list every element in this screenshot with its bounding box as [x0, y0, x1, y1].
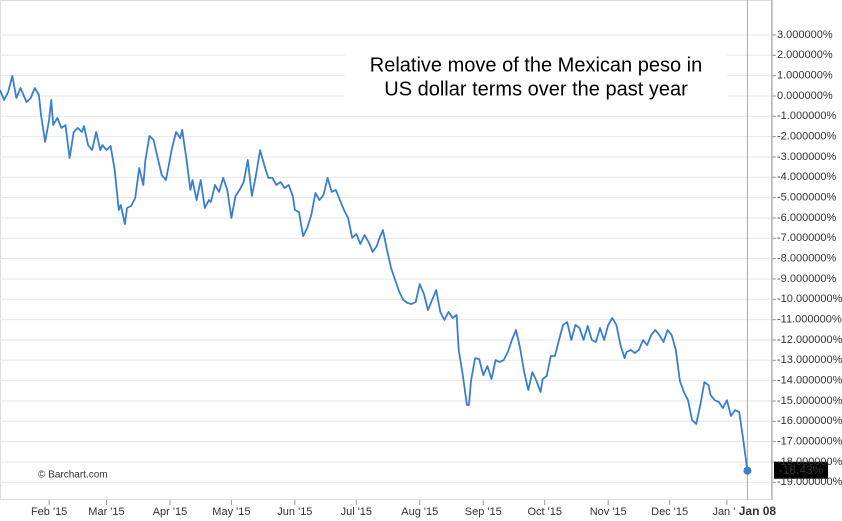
value-label: -18.43% — [779, 463, 824, 477]
x-tick-label: Sep '15 — [465, 506, 502, 518]
y-tick-label: -8.000000% — [777, 253, 837, 265]
x-tick-label: Feb '15 — [31, 506, 67, 518]
x-tick-label: Dec '15 — [651, 506, 688, 518]
y-tick-label: -7.000000% — [777, 232, 837, 244]
crosshair-label-box — [735, 503, 780, 520]
y-tick-label: 1.000000% — [777, 70, 833, 82]
x-tick-label: Jan '1 — [712, 506, 741, 518]
y-tick-label: -10.000000% — [777, 293, 842, 305]
x-tick-label: May '15 — [212, 506, 250, 518]
y-tick-label: -11.000000% — [777, 314, 842, 326]
value-label-box — [774, 461, 828, 479]
y-tick-label: -15.000000% — [777, 395, 842, 407]
end-point — [743, 466, 752, 475]
y-tick-label: -17.000000% — [777, 436, 842, 448]
y-tick-label: -5.000000% — [777, 192, 837, 204]
x-tick-label: Aug '15 — [401, 506, 438, 518]
y-tick-label: -14.000000% — [777, 375, 842, 387]
y-tick-label: -12.000000% — [777, 334, 842, 346]
y-tick-label: 3.000000% — [777, 29, 833, 41]
x-tick-label: Jul '15 — [341, 506, 372, 518]
y-tick-label: 0.000000% — [777, 90, 833, 102]
x-tick-label: Nov '15 — [590, 506, 627, 518]
y-tick-label: -19.000000% — [777, 476, 842, 488]
y-tick-label: -9.000000% — [777, 273, 837, 285]
y-tick-label: 2.000000% — [777, 49, 833, 61]
y-tick-label: -3.000000% — [777, 151, 837, 163]
series-line — [0, 75, 749, 471]
chart-title: Relative move of the Mexican peso in — [370, 54, 702, 76]
y-tick-label: -16.000000% — [777, 415, 842, 427]
x-tick-label: Mar '15 — [88, 506, 124, 518]
y-tick-label: -1.000000% — [777, 110, 837, 122]
y-tick-label: -6.000000% — [777, 212, 837, 224]
credit: © Barchart.com — [38, 470, 108, 481]
marks: -18.43% — [0, 75, 828, 479]
crosshair-label: Jan 08 — [739, 504, 777, 518]
x-tick-label: Apr '15 — [153, 506, 188, 518]
x-tick-label: Jun '15 — [277, 506, 312, 518]
title-box — [345, 48, 727, 108]
chart-title: US dollar terms over the past year — [384, 78, 688, 100]
x-tick-label: Oct '15 — [527, 506, 562, 518]
y-tick-label: -4.000000% — [777, 171, 837, 183]
y-tick-label: -13.000000% — [777, 354, 842, 366]
y-tick-label: -2.000000% — [777, 131, 837, 143]
y-tick-label: -18.000000% — [777, 456, 842, 468]
